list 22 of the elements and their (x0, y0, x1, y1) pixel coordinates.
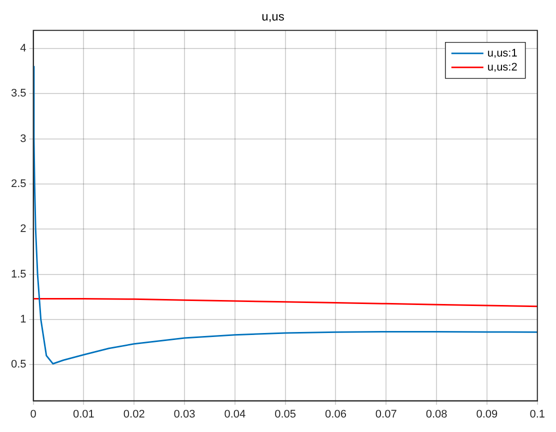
x-tick-label: 0 (30, 408, 36, 420)
legend-label: u,us:1 (487, 47, 518, 60)
x-tick-label: 0.05 (274, 408, 296, 420)
y-tick-label: 4 (20, 42, 26, 54)
x-tick-label: 0.1 (530, 408, 546, 420)
x-tick-label: 0.06 (325, 408, 346, 420)
y-tick-label: 3.5 (10, 88, 26, 100)
x-tick-label: 0.07 (375, 408, 397, 420)
x-tick-label: 0.03 (174, 408, 196, 420)
y-tick-label: 3 (20, 132, 26, 145)
x-tick-label: 0.08 (426, 408, 448, 420)
y-tick-label: 2.5 (10, 178, 26, 190)
legend-label: u,us:2 (487, 61, 518, 74)
y-tick-label: 0.5 (10, 358, 26, 371)
x-tick-label: 0.02 (123, 408, 145, 420)
x-tick-label: 0.09 (476, 408, 498, 420)
y-tick-label: 1.5 (10, 268, 26, 280)
y-tick-label: 1 (20, 314, 26, 326)
x-tick-label: 0.04 (224, 408, 246, 420)
chart-title: u,us (262, 10, 284, 24)
y-tick-label: 2 (20, 223, 26, 236)
x-tick-label: 0.01 (72, 408, 94, 420)
